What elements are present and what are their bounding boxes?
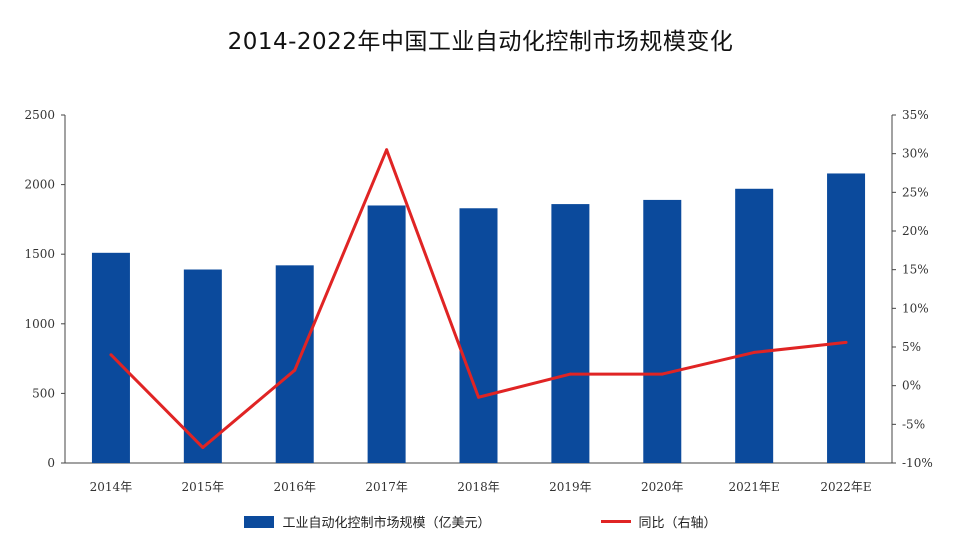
right-tick-label: -5% bbox=[902, 417, 925, 431]
line-point bbox=[844, 340, 848, 344]
left-tick-label: 2000 bbox=[24, 178, 55, 192]
line-point bbox=[660, 372, 664, 376]
x-tick-label: 2022年E bbox=[820, 480, 871, 494]
bar bbox=[275, 265, 314, 463]
legend-item-bar: 工业自动化控制市场规模（亿美元） bbox=[244, 512, 491, 531]
legend-label-bar: 工业自动化控制市场规模（亿美元） bbox=[282, 516, 491, 531]
x-tick-label: 2018年 bbox=[457, 480, 500, 494]
line-point bbox=[477, 395, 480, 399]
x-tick-label: 2021年E bbox=[729, 480, 780, 494]
bar bbox=[91, 252, 130, 463]
legend-swatch-bar bbox=[244, 515, 275, 528]
x-tick-label: 2019年 bbox=[549, 480, 592, 494]
bar bbox=[459, 208, 498, 463]
right-tick-label: 25% bbox=[902, 185, 929, 199]
legend-item-line: 同比（右轴） bbox=[600, 512, 717, 531]
bar bbox=[367, 205, 406, 464]
bar bbox=[735, 188, 774, 463]
right-tick-label: 10% bbox=[902, 301, 929, 315]
right-tick-label: 0% bbox=[902, 379, 921, 393]
x-tick-label: 2017年 bbox=[365, 480, 408, 494]
left-tick-label: 500 bbox=[32, 386, 55, 400]
bar bbox=[643, 199, 682, 464]
chart-title: 2014-2022年中国工业自动化控制市场规模变化 bbox=[227, 29, 734, 55]
right-tick-label: -10% bbox=[902, 456, 933, 470]
line-point bbox=[201, 446, 205, 450]
x-tick-label: 2014年 bbox=[90, 480, 133, 494]
x-tick-label: 2016年 bbox=[273, 480, 316, 494]
right-tick-label: 5% bbox=[902, 340, 921, 354]
line-point bbox=[109, 353, 113, 357]
right-tick-label: 15% bbox=[902, 263, 929, 277]
left-tick-label: 2500 bbox=[24, 108, 55, 122]
left-tick-label: 1000 bbox=[24, 317, 55, 331]
x-tick-label: 2020年 bbox=[641, 480, 684, 494]
left-tick-label: 1500 bbox=[24, 247, 55, 261]
legend-swatch-line bbox=[600, 520, 631, 523]
left-tick-label: 0 bbox=[47, 456, 55, 470]
chart-legend: 工业自动化控制市场规模（亿美元） 同比（右轴） bbox=[0, 512, 961, 531]
line-point bbox=[752, 350, 756, 354]
x-tick-label: 2015年 bbox=[182, 480, 225, 494]
right-tick-label: 35% bbox=[902, 108, 929, 122]
line-point bbox=[293, 368, 297, 372]
line-point bbox=[385, 148, 389, 152]
right-tick-label: 20% bbox=[902, 224, 929, 238]
bar bbox=[551, 204, 590, 463]
line-point bbox=[568, 372, 572, 376]
right-tick-label: 30% bbox=[902, 147, 929, 161]
legend-label-line: 同比（右轴） bbox=[638, 516, 717, 531]
bar bbox=[183, 269, 222, 463]
bar bbox=[827, 173, 866, 464]
